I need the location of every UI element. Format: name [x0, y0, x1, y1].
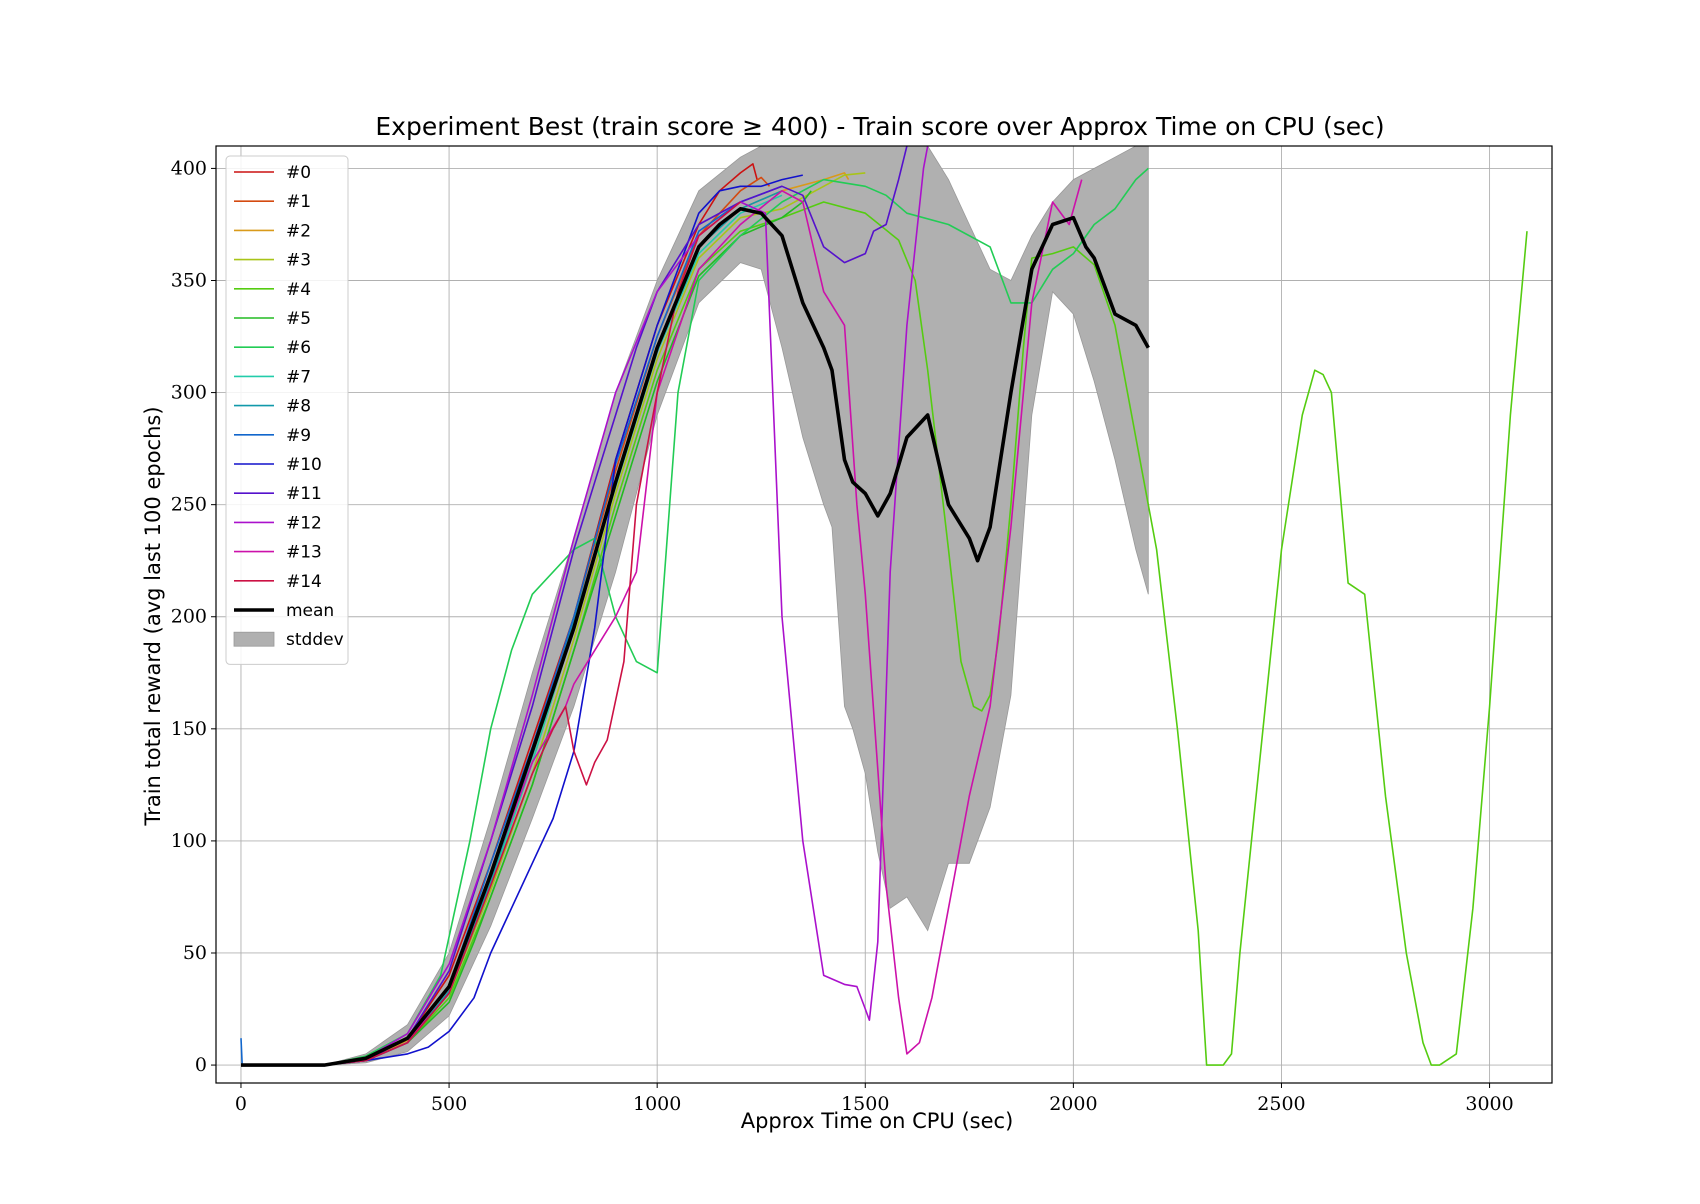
series-line — [241, 201, 741, 1066]
chart-title: Experiment Best (train score ≥ 400) - Tr… — [375, 112, 1384, 141]
legend-label: #11 — [286, 484, 322, 504]
legend-label: #0 — [286, 163, 311, 183]
series-line — [241, 146, 929, 1066]
legend-swatch — [233, 631, 275, 647]
legend-label: #3 — [286, 251, 311, 271]
x-tick-label: 2500 — [1257, 1093, 1305, 1115]
legend-label: stddev — [286, 630, 344, 650]
legend-label: #1 — [286, 192, 311, 212]
stddev-area — [241, 146, 1149, 1066]
legend-label: #5 — [286, 309, 311, 329]
y-tick-label: 300 — [171, 382, 207, 404]
plot-frame — [215, 145, 1553, 1084]
series-line — [241, 167, 1149, 1066]
y-tick-label: 200 — [171, 606, 207, 628]
y-tick-label: 150 — [171, 718, 207, 740]
legend-label: #14 — [286, 572, 322, 592]
axis-ticks: 0 500 1000 1500 2000 2500 3000 0 50 100 150 200 250 3… — [171, 157, 1514, 1115]
x-tick-label: 2000 — [1049, 1093, 1097, 1115]
legend-label: #8 — [286, 397, 311, 417]
legend: #0 #1 #2 #3 #4 #5 #6 #7 #8 #9 #10 #11 #12 #13 #14 mean s… — [225, 155, 349, 665]
x-axis-label: Approx Time on CPU (sec) — [741, 1109, 1014, 1133]
legend-label: #10 — [286, 455, 322, 475]
mean-line — [241, 207, 1150, 1067]
series-line — [241, 174, 803, 1066]
legend-label: #7 — [286, 367, 311, 387]
legend-label: #9 — [286, 426, 311, 446]
y-tick-label: 400 — [171, 157, 207, 179]
x-tick-label: 1500 — [841, 1093, 889, 1115]
x-tick-label: 3000 — [1465, 1093, 1513, 1115]
stddev-band — [241, 146, 1149, 1066]
legend-label: #4 — [286, 280, 311, 300]
y-axis-label: Train total reward (avg last 100 epochs) — [141, 406, 165, 826]
x-tick-label: 1000 — [633, 1093, 681, 1115]
y-tick-label: 100 — [171, 830, 207, 852]
y-tick-label: 350 — [171, 269, 207, 291]
series-line — [241, 201, 1528, 1066]
series-lines — [240, 146, 1528, 1067]
legend-label: mean — [286, 601, 334, 621]
x-tick-label: 0 — [235, 1093, 247, 1115]
legend-label: #12 — [286, 513, 322, 533]
legend-box — [225, 155, 349, 665]
x-tick-label: 500 — [431, 1093, 467, 1115]
legend-label: #2 — [286, 221, 311, 241]
legend-label: #6 — [286, 338, 311, 358]
y-tick-label: 250 — [171, 494, 207, 516]
y-tick-label: 50 — [183, 942, 207, 964]
y-tick-label: 0 — [195, 1054, 207, 1076]
legend-label: #13 — [286, 543, 322, 563]
